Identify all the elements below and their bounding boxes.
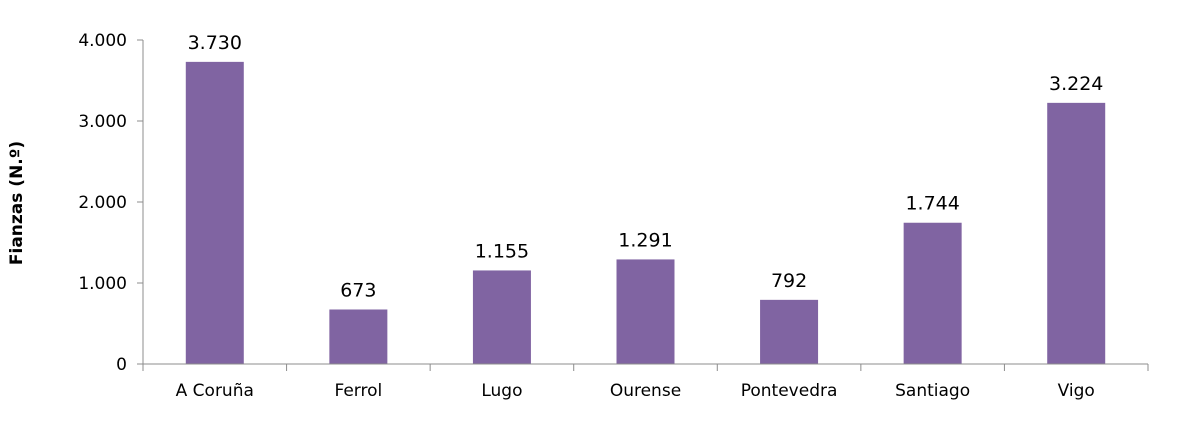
bar — [185, 61, 244, 365]
data-label: 1.744 — [905, 193, 959, 215]
x-tick-label: Santiago — [895, 381, 970, 401]
y-tick-label: 1.000 — [78, 274, 127, 294]
data-label: 3.224 — [1049, 73, 1103, 95]
bar — [616, 259, 675, 364]
x-tick-label: Pontevedra — [741, 381, 838, 401]
bars — [185, 61, 1106, 365]
y-tick-label: 0 — [116, 355, 127, 375]
bar — [760, 299, 819, 364]
data-label: 792 — [771, 270, 807, 292]
x-tick-label: A Coruña — [176, 381, 254, 401]
x-tick-label: Ourense — [610, 381, 681, 401]
bar — [1047, 102, 1106, 364]
data-label: 1.155 — [475, 240, 529, 262]
data-label: 3.730 — [188, 32, 242, 54]
data-labels: 3.730 673 1.155 1.291 792 1.744 3.224 — [188, 32, 1104, 302]
y-axis: 0 1.000 2.000 3.000 4.000 — [78, 31, 144, 375]
bar — [472, 270, 531, 364]
x-tick-label: Ferrol — [334, 381, 382, 401]
bar — [329, 309, 388, 364]
x-tick-label: Lugo — [481, 381, 522, 401]
y-tick-label: 2.000 — [78, 193, 127, 213]
x-axis: A Coruña Ferrol Lugo Ourense Pontevedra Santi… — [142, 363, 1149, 401]
data-label: 673 — [340, 279, 376, 301]
y-tick-label: 3.000 — [78, 112, 127, 132]
y-tick-label: 4.000 — [78, 31, 127, 51]
data-label: 1.291 — [618, 229, 672, 251]
y-axis-title: Fianzas (N.º) — [7, 141, 27, 265]
x-tick-label: Vigo — [1058, 381, 1095, 401]
bar — [903, 222, 962, 364]
